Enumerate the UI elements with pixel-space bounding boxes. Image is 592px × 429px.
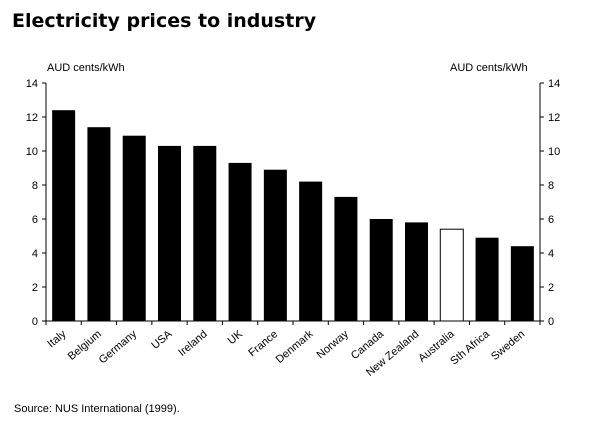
right-axis-unit-label: AUD cents/kWh — [450, 62, 528, 74]
right-tick-label: 8 — [548, 180, 554, 192]
x-tick-label: UK — [226, 328, 246, 347]
x-tick-label: Germany — [97, 328, 140, 367]
left-tick-label: 8 — [32, 180, 38, 192]
right-tick-label: 2 — [548, 282, 554, 294]
bar-belgium — [87, 127, 111, 321]
chart-title: Electricity prices to industry — [12, 10, 317, 32]
x-tick-label: Denmark — [274, 328, 316, 366]
bar-sweden — [510, 246, 534, 321]
right-tick-label: 12 — [548, 112, 560, 124]
x-tick-label: Ireland — [176, 328, 209, 359]
x-tick-label: Sweden — [489, 328, 527, 363]
bar-sth-africa — [475, 237, 499, 321]
bar-germany — [122, 135, 146, 321]
bar-new-zealand — [405, 222, 428, 321]
left-tick-label: 6 — [32, 214, 38, 226]
right-tick-label: 0 — [548, 316, 554, 328]
bar-italy — [52, 110, 76, 321]
left-tick-label: 14 — [26, 78, 38, 90]
right-tick-label: 14 — [548, 78, 560, 90]
source-note: Source: NUS International (1999). — [14, 403, 180, 415]
left-tick-label: 2 — [32, 282, 38, 294]
right-tick-label: 6 — [548, 214, 554, 226]
bar-ireland — [193, 145, 217, 321]
bar-canada — [369, 219, 393, 321]
left-tick-label: 12 — [26, 112, 38, 124]
bar-norway — [334, 196, 358, 321]
bar-uk — [228, 162, 252, 321]
right-axis: 0 2 4 6 8 10 12 14 — [540, 78, 560, 328]
bar-france — [263, 169, 287, 321]
bar-denmark — [299, 181, 323, 321]
left-axis-unit-label: AUD cents/kWh — [47, 62, 125, 74]
left-tick-label: 10 — [26, 146, 38, 158]
right-tick-label: 4 — [548, 248, 554, 260]
bar-australia — [439, 228, 464, 322]
x-tick-label: Italy — [45, 328, 69, 350]
x-tick-label: Norway — [315, 328, 352, 361]
x-tick-label: USA — [149, 328, 175, 352]
plot-frame — [45, 83, 541, 322]
bar-usa — [158, 145, 181, 321]
bars — [52, 110, 534, 322]
right-tick-label: 10 — [548, 146, 560, 158]
x-tick-label: Sth Africa — [448, 328, 492, 368]
left-tick-label: 4 — [32, 248, 38, 260]
left-axis: 0 2 4 6 8 10 12 14 — [26, 78, 46, 328]
left-tick-label: 0 — [32, 316, 38, 328]
